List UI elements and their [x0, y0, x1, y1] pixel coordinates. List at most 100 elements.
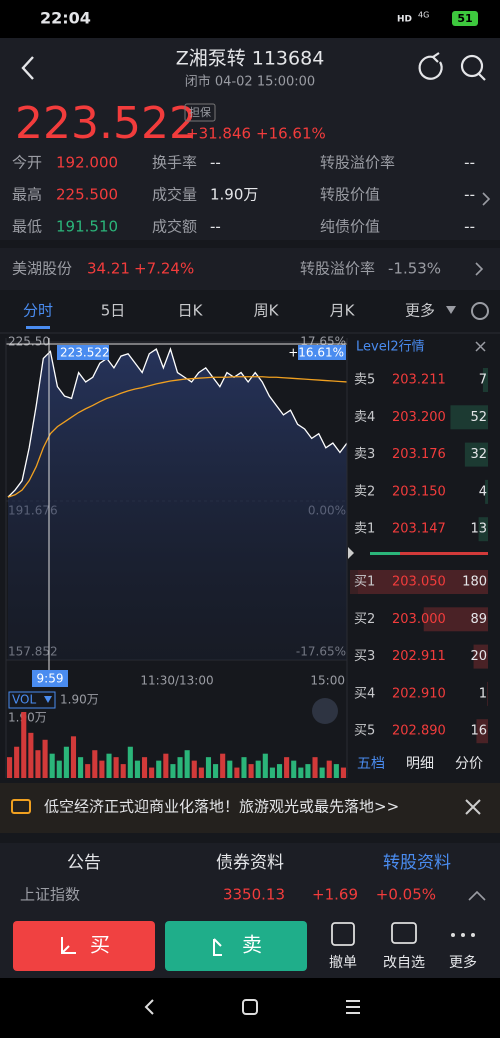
book-qty: 180 — [462, 575, 487, 590]
depth-bar — [450, 405, 488, 430]
volume-bar — [248, 764, 254, 778]
buy-button[interactable] — [13, 921, 155, 971]
volume-bar — [149, 767, 155, 778]
row-arrow[interactable] — [475, 262, 484, 276]
settings-button[interactable] — [471, 302, 489, 320]
change: +31.846 — [186, 125, 251, 143]
book-tab[interactable]: 分价 — [455, 756, 483, 772]
tool[interactable]: 更多 — [449, 954, 477, 971]
expand-arrow[interactable] — [482, 192, 491, 206]
book-pointer — [348, 547, 354, 559]
book-qty: 52 — [470, 410, 487, 425]
refresh-button[interactable] — [418, 52, 443, 80]
vol-value: 1.90万 — [60, 693, 99, 707]
book-price: 202.890 — [392, 724, 446, 739]
index-expand[interactable] — [468, 890, 486, 901]
book-label: 买1 — [354, 575, 375, 590]
index-change-pct: +0.05% — [376, 886, 436, 904]
cancel-icon — [331, 922, 355, 946]
ratio-buy — [400, 552, 488, 555]
book-price: 203.147 — [392, 522, 446, 537]
volume-bar — [70, 736, 77, 778]
book-label: 卖2 — [354, 484, 375, 499]
badge: 担保 — [189, 105, 211, 119]
tab[interactable]: 5日 — [101, 302, 126, 320]
sell-button[interactable] — [165, 921, 307, 971]
volume-bar — [326, 760, 332, 778]
underlying-row[interactable] — [0, 248, 500, 290]
book-label: 卖1 — [354, 522, 375, 537]
buy-label: 买 — [90, 933, 110, 957]
close-news[interactable] — [465, 799, 481, 815]
tool[interactable]: 撤单 — [329, 955, 357, 971]
fullscreen-button[interactable] — [312, 698, 338, 724]
change-pct: +16.61% — [256, 125, 326, 143]
book-tab[interactable]: 明细 — [406, 756, 434, 772]
tool[interactable]: 改自选 — [383, 955, 425, 971]
volume-bar — [269, 767, 275, 778]
book-qty: 13 — [470, 522, 487, 537]
volume-bar — [255, 760, 261, 778]
volume-bar — [205, 757, 212, 778]
x-tick-label: 11:30/13:00 — [140, 674, 213, 688]
subtitle: 闭市 04-02 15:00:00 — [185, 74, 315, 90]
info-tab[interactable]: 公告 — [67, 853, 101, 873]
back-button[interactable] — [21, 56, 34, 80]
stat-value: 191.510 — [56, 218, 118, 236]
volume-bar — [213, 764, 219, 778]
book-title: Level2行情 — [356, 340, 425, 355]
volume-bar — [78, 757, 84, 778]
volume-bar — [170, 764, 176, 778]
volume-bar — [177, 757, 183, 778]
underlying-change: +7.24% — [134, 260, 194, 278]
book-label: 卖5 — [354, 373, 375, 388]
info-tab[interactable]: 转股资料 — [383, 853, 451, 873]
volume-bar — [340, 767, 346, 778]
volume-bar — [85, 764, 91, 778]
search-button[interactable] — [460, 54, 486, 81]
stat-label: 今开 — [12, 154, 42, 172]
vol-selector[interactable] — [8, 691, 56, 709]
tab[interactable]: 月K — [330, 302, 356, 320]
nav-home[interactable] — [242, 999, 258, 1015]
nav-back[interactable] — [144, 999, 154, 1015]
index-change: +1.69 — [312, 886, 358, 904]
tab[interactable]: 分时 — [23, 302, 53, 320]
clock: 22:04 — [40, 9, 91, 28]
buy-icon — [61, 937, 76, 954]
volume-bar — [184, 750, 190, 778]
stat-label: 最高 — [12, 186, 42, 204]
tab[interactable]: 日K — [178, 302, 204, 320]
quote-panel — [0, 38, 500, 240]
volume-bar — [56, 760, 62, 778]
sell-label: 卖 — [242, 933, 262, 957]
volume-bar — [284, 757, 290, 778]
nav-menu[interactable] — [346, 1000, 360, 1014]
index-value: 3350.13 — [223, 886, 285, 904]
book-price: 203.150 — [392, 484, 446, 499]
y-tick-label: 225.50 — [8, 335, 50, 349]
crosshair-pct: +16.61% — [288, 346, 344, 360]
news-banner[interactable] — [0, 783, 500, 833]
crosshair-tag — [298, 345, 346, 360]
book-price: 203.000 — [392, 612, 446, 627]
stat-label: 换手率 — [152, 154, 197, 172]
stat-value: 1.90万 — [210, 186, 258, 204]
book-tab[interactable]: 五档 — [357, 756, 385, 772]
stat-label: 成交量 — [152, 186, 197, 204]
volume-bar — [220, 753, 226, 778]
tab[interactable]: 更多 — [405, 302, 435, 320]
more-icon — [451, 933, 475, 937]
volume-bar — [191, 760, 197, 778]
x-tick-label: 15:00 — [310, 674, 345, 688]
premium-value: -1.53% — [388, 260, 441, 278]
last-price: 223.522 — [15, 98, 197, 149]
tab[interactable]: 周K — [254, 302, 280, 320]
volume-bar — [127, 746, 133, 778]
depth-bar — [485, 479, 488, 504]
info-tab[interactable]: 债券资料 — [216, 853, 284, 873]
volume-bar — [234, 767, 240, 778]
volume-bar — [333, 764, 339, 778]
ratio-sell — [370, 552, 400, 555]
